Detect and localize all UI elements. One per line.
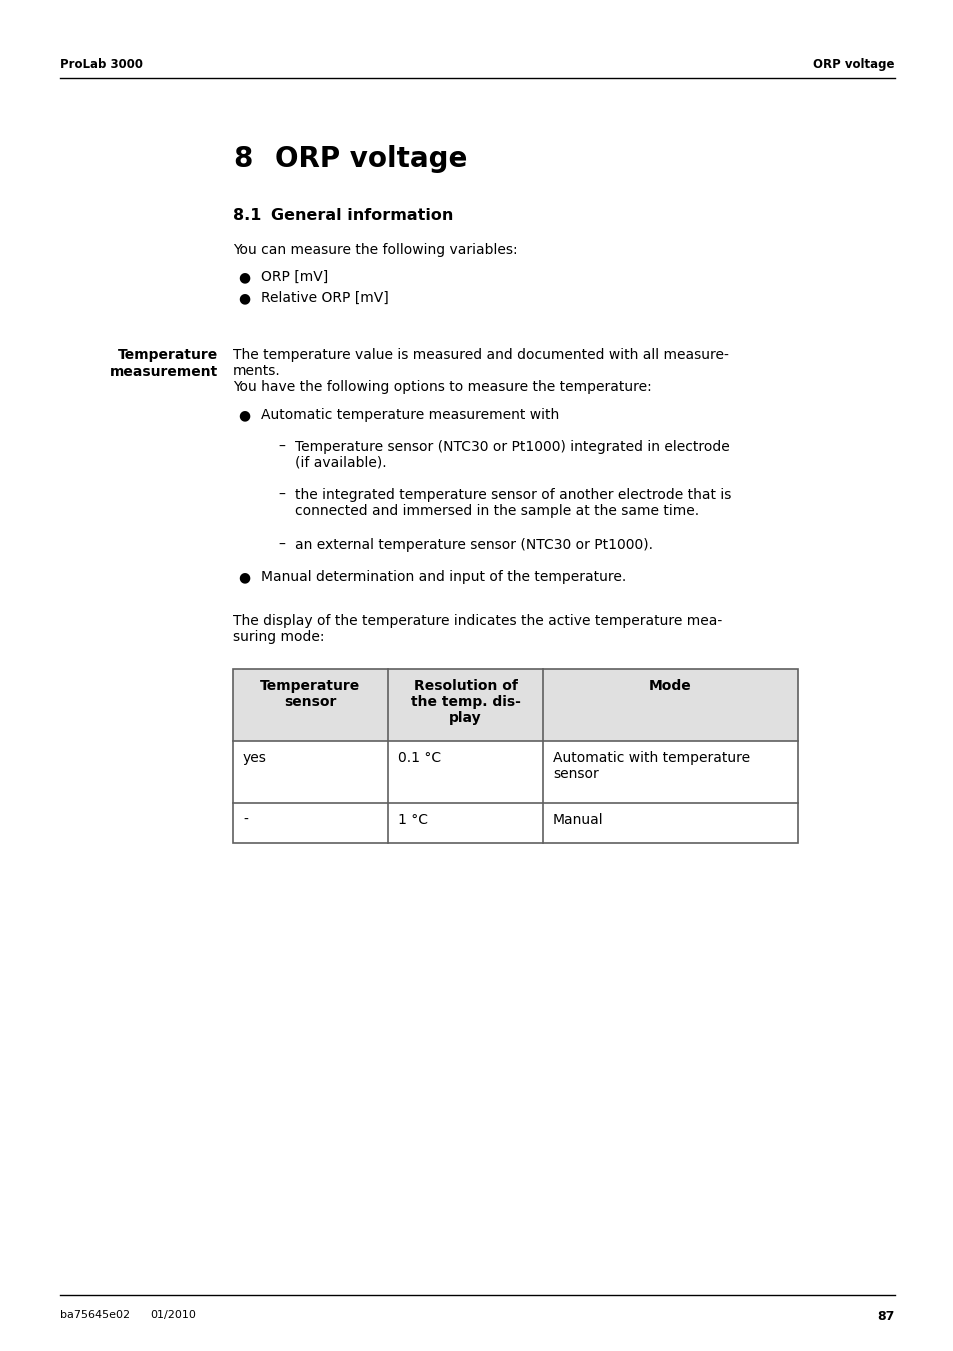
Text: You can measure the following variables:: You can measure the following variables:	[233, 243, 517, 257]
Text: General information: General information	[271, 208, 453, 223]
Bar	[233, 669, 797, 843]
Text: yes: yes	[243, 751, 267, 765]
Text: 8.1: 8.1	[233, 208, 261, 223]
Bar	[233, 669, 797, 740]
Text: ProLab 3000: ProLab 3000	[60, 58, 143, 72]
Text: –: –	[277, 440, 285, 454]
Text: Manual: Manual	[553, 813, 603, 827]
Text: Automatic temperature measurement with: Automatic temperature measurement with	[261, 408, 558, 422]
Text: Mode: Mode	[648, 680, 691, 693]
Text: measurement: measurement	[110, 365, 218, 380]
Text: Resolution of
the temp. dis-
play: Resolution of the temp. dis- play	[410, 680, 520, 725]
Text: ments.: ments.	[233, 363, 280, 378]
Text: 8: 8	[233, 145, 253, 173]
Text: ba75645e02: ba75645e02	[60, 1310, 130, 1320]
Bar	[233, 802, 797, 843]
Text: The display of the temperature indicates the active temperature mea-: The display of the temperature indicates…	[233, 613, 721, 628]
Text: 87: 87	[877, 1310, 894, 1323]
Text: ●: ●	[237, 570, 250, 584]
Text: Temperature sensor (NTC30 or Pt1000) integrated in electrode: Temperature sensor (NTC30 or Pt1000) int…	[294, 440, 729, 454]
Text: Manual determination and input of the temperature.: Manual determination and input of the te…	[261, 570, 625, 584]
Bar	[233, 740, 797, 802]
Text: ●: ●	[237, 408, 250, 422]
Text: the integrated temperature sensor of another electrode that is: the integrated temperature sensor of ano…	[294, 488, 731, 503]
Text: (if available).: (if available).	[294, 457, 386, 470]
Text: -: -	[243, 813, 248, 827]
Text: Automatic with temperature
sensor: Automatic with temperature sensor	[553, 751, 749, 781]
Text: –: –	[277, 488, 285, 503]
Text: suring mode:: suring mode:	[233, 630, 324, 644]
Text: connected and immersed in the sample at the same time.: connected and immersed in the sample at …	[294, 504, 699, 517]
Text: –: –	[277, 538, 285, 553]
Text: 01/2010: 01/2010	[150, 1310, 195, 1320]
Text: Temperature
sensor: Temperature sensor	[260, 680, 360, 709]
Text: ORP [mV]: ORP [mV]	[261, 270, 328, 284]
Text: Temperature: Temperature	[117, 349, 218, 362]
Text: 1 °C: 1 °C	[397, 813, 428, 827]
Text: ORP voltage: ORP voltage	[813, 58, 894, 72]
Text: ●: ●	[237, 290, 250, 305]
Text: an external temperature sensor (NTC30 or Pt1000).: an external temperature sensor (NTC30 or…	[294, 538, 652, 553]
Text: 0.1 °C: 0.1 °C	[397, 751, 440, 765]
Text: Relative ORP [mV]: Relative ORP [mV]	[261, 290, 388, 305]
Text: You have the following options to measure the temperature:: You have the following options to measur…	[233, 380, 651, 394]
Text: The temperature value is measured and documented with all measure-: The temperature value is measured and do…	[233, 349, 728, 362]
Text: ●: ●	[237, 270, 250, 284]
Text: ORP voltage: ORP voltage	[274, 145, 467, 173]
